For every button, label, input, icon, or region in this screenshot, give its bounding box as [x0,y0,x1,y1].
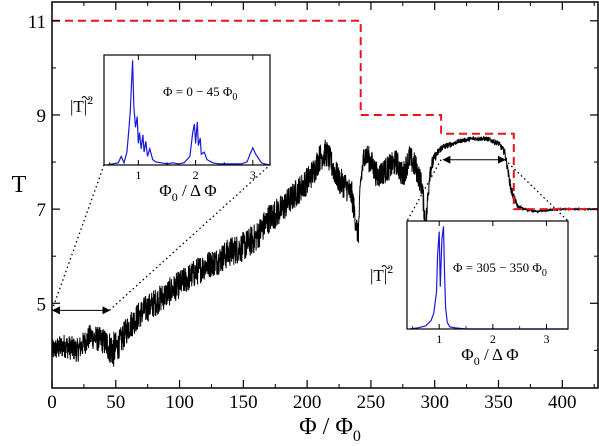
inset-bottom-frame [406,220,569,330]
inset-bottom-y-title-superscript: 2 [387,262,393,276]
inset-bottom-x-tick-label: 2 [490,332,496,346]
inset-bottom-x-title: Φ0 / Δ Φ [461,345,518,368]
x-axis-title-text: Φ / Φ [299,414,353,440]
x-axis-title-subscript: 0 [353,428,361,445]
main-plot-frame [51,1,599,389]
inset-top-x-tick-label: 1 [135,168,141,182]
inset-top-y-title: |T|2 [70,93,93,116]
inset-top-annotation-text: Φ = 0 − 45 Φ [163,84,233,99]
inset-top-x-title-subscript: 0 [172,190,178,204]
inset-bottom-x-title-subscript: 0 [474,354,480,368]
inset-top-ticks: 1 2 3 [109,55,256,182]
inset-bottom-annotation-subscript: 0 [542,268,547,279]
y-tick-label: 11 [28,12,46,33]
x-tick-label: 100 [165,392,194,413]
inset-bottom-x-tick-label: 3 [544,332,550,346]
zoom-connector-1 [51,164,105,311]
inset-top-tilde [81,96,91,100]
inset-top-background [104,55,270,165]
inset-top-x-title-rest: / Δ Φ [178,181,217,200]
x-tick-label: 150 [229,392,258,413]
x-tick-label: 50 [106,392,125,413]
inset-bottom-x-title-rest: / Δ Φ [480,345,519,364]
inset-bottom-x-tick-label: 1 [436,332,442,346]
inset-top-x-title: Φ0 / Δ Φ [159,181,216,204]
y-tick-label: 9 [37,106,47,127]
y-tick-label: 7 [37,200,47,221]
inset-top-plot-area [106,60,271,166]
inset-top-frame [103,54,271,166]
inset-top-x-title-text: Φ [159,181,171,200]
x-tick-label: 0 [47,392,57,413]
zoom-lines [51,159,569,311]
inset-bottom-ticks: 1 2 3 [411,221,550,346]
x-tick-label: 350 [484,392,513,413]
x-tick-label: 200 [293,392,322,413]
inset-bottom-x-title-text: Φ [461,345,473,364]
series-step-line [52,19,598,211]
x-tick-label: 300 [420,392,449,413]
inset-top-y-title-text: |T| [70,97,87,116]
main-arrows [52,155,506,315]
inset-top-x-tick-label: 3 [250,168,256,182]
inset-top-annotation-subscript: 0 [232,92,237,103]
x-axis-title: Φ / Φ0 [299,414,361,445]
inset-top-annotation: Φ = 0 − 45 Φ0 [163,84,237,103]
inset-bottom-annotation-text: Φ = 305 − 350 Φ [453,260,542,275]
x-tick-label: 250 [357,392,386,413]
inset-top-y-title-superscript: 2 [87,93,93,107]
inset-bottom-tilde [381,265,391,269]
y-axis-title: T [12,172,27,198]
y-axis-title-text: T [12,172,27,198]
inset-bottom-y-title-text: |T| [370,266,387,285]
inset-bottom-annotation: Φ = 305 − 350 Φ0 [453,260,547,279]
zoom-connector-4 [504,159,569,222]
x-tick-label: 400 [548,392,577,413]
zoom-connector-2 [108,164,271,311]
inset-top-x-tick-label: 2 [193,168,199,182]
series-transmission-line [52,135,598,367]
inset-bottom-y-title: |T|2 [370,262,393,285]
inset-top-spectrum-line [106,60,271,166]
y-tick-label: 5 [37,294,47,315]
main-plot-area [52,19,598,367]
